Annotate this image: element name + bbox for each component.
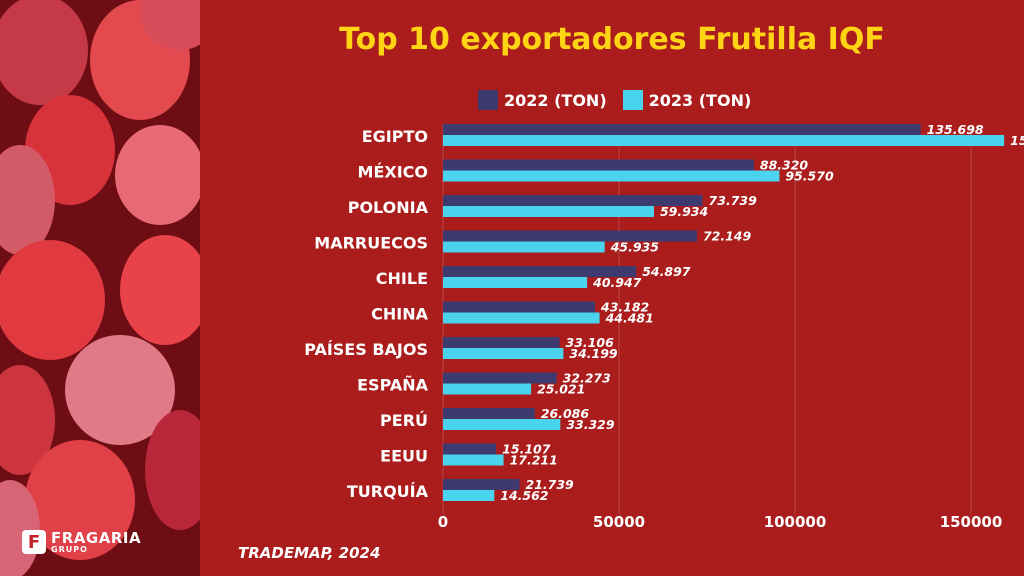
data-label: 33.329 bbox=[566, 417, 615, 432]
category-label: PERÚ bbox=[380, 411, 428, 430]
legend-swatch-2022 bbox=[478, 90, 498, 110]
category-label: EEUU bbox=[380, 446, 428, 465]
data-label: 159.412 bbox=[1010, 133, 1024, 148]
category-label: TURQUÍA bbox=[347, 482, 429, 501]
bar-2022 bbox=[443, 266, 637, 277]
bar-2023 bbox=[443, 277, 588, 288]
bar-2023 bbox=[443, 454, 504, 466]
data-label: 25.021 bbox=[537, 382, 585, 397]
bar-2022 bbox=[443, 124, 921, 135]
bar-2022 bbox=[443, 443, 497, 455]
data-label: 88.320 bbox=[760, 158, 809, 173]
data-label: 34.199 bbox=[569, 346, 618, 361]
x-tick-label: 0 bbox=[438, 513, 448, 531]
bar-2023 bbox=[443, 383, 532, 395]
data-label: 95.570 bbox=[785, 169, 834, 184]
bar-2023 bbox=[443, 135, 1005, 146]
legend-item-2023: 2023 (TON) bbox=[622, 90, 752, 110]
bar-2023 bbox=[443, 170, 780, 182]
bar-2022 bbox=[443, 408, 535, 419]
category-label: ESPAÑA bbox=[357, 375, 428, 394]
category-label: CHINA bbox=[371, 304, 428, 323]
legend-label-2022: 2022 (TON) bbox=[504, 90, 607, 110]
data-label: 59.934 bbox=[660, 204, 708, 219]
data-label: 26.086 bbox=[541, 406, 590, 421]
bar-2022 bbox=[443, 195, 703, 206]
data-label: 15.107 bbox=[502, 442, 551, 457]
legend-label-2023: 2023 (TON) bbox=[648, 90, 752, 110]
data-label: 54.897 bbox=[642, 264, 691, 279]
source-note: TRADEMAP, 2024 bbox=[238, 544, 381, 562]
category-label: MARRUECOS bbox=[314, 233, 428, 252]
logo-subtitle: GRUPO bbox=[51, 544, 88, 554]
x-tick-label: 50000 bbox=[593, 513, 645, 531]
bar-2022 bbox=[443, 337, 560, 348]
data-label: 32.273 bbox=[563, 371, 611, 386]
bar-2023 bbox=[443, 490, 495, 501]
data-label: 43.182 bbox=[600, 300, 649, 315]
x-tick-label: 100000 bbox=[764, 513, 827, 531]
data-label: 40.947 bbox=[592, 275, 642, 290]
bar-2022 bbox=[443, 230, 697, 242]
data-label: 73.739 bbox=[709, 193, 758, 208]
data-label: 21.739 bbox=[526, 477, 575, 492]
category-label: CHILE bbox=[376, 269, 428, 288]
strawberry-photo bbox=[0, 0, 200, 576]
bar-2023 bbox=[443, 419, 561, 430]
category-label: EGIPTO bbox=[362, 127, 428, 146]
data-label: 45.935 bbox=[610, 240, 660, 255]
bar-2023 bbox=[443, 348, 564, 359]
data-label: 72.149 bbox=[703, 229, 752, 244]
logo-name: FRAGARIA bbox=[51, 528, 142, 547]
data-label: 33.106 bbox=[566, 335, 615, 350]
fragaria-logo: F FRAGARIA GRUPO bbox=[22, 530, 141, 554]
category-label: MÉXICO bbox=[358, 162, 428, 181]
x-tick-label: 150000 bbox=[940, 513, 1003, 531]
legend-swatch-2023 bbox=[622, 90, 643, 110]
bar-2023 bbox=[443, 312, 600, 324]
chart-title: Top 10 exportadores Frutilla IQF bbox=[339, 22, 885, 57]
category-label: PAÍSES BAJOS bbox=[304, 340, 428, 359]
category-label: POLONIA bbox=[348, 198, 429, 217]
bar-2022 bbox=[443, 372, 557, 384]
chart-legend: 2022 (TON) 2023 (TON) bbox=[478, 90, 767, 110]
data-label: 44.481 bbox=[605, 311, 654, 326]
bar-2022 bbox=[443, 479, 520, 490]
legend-item-2022: 2022 (TON) bbox=[478, 90, 607, 110]
bar-2023 bbox=[443, 206, 654, 217]
bar-2023 bbox=[443, 241, 605, 253]
logo-icon: F bbox=[22, 530, 46, 554]
data-label: 135.698 bbox=[927, 122, 984, 137]
data-label: 17.211 bbox=[510, 453, 558, 468]
data-label: 14.562 bbox=[500, 488, 548, 503]
bar-2022 bbox=[443, 301, 596, 313]
bar-2022 bbox=[443, 159, 754, 171]
